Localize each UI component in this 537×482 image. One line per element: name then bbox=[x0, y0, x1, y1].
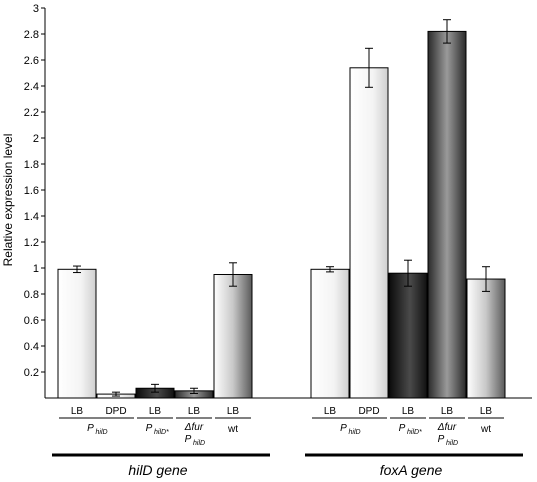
strain-label-subscript: hilD bbox=[349, 429, 361, 436]
strain-label: Δfur bbox=[437, 422, 457, 433]
bar bbox=[427, 30, 467, 399]
condition-label: LB bbox=[441, 406, 454, 417]
y-tick-label: 1.6 bbox=[24, 185, 39, 197]
y-tick-label: 3 bbox=[33, 3, 39, 15]
y-tick-label: 1 bbox=[33, 263, 39, 275]
gene-label: hilD gene bbox=[128, 462, 187, 478]
strain-label-line2: P bbox=[185, 434, 192, 445]
y-tick-label: 1.8 bbox=[24, 159, 39, 171]
y-tick-label: 2.8 bbox=[24, 29, 39, 41]
strain-label: wt bbox=[227, 424, 238, 435]
condition-label: LB bbox=[402, 406, 415, 417]
condition-label: LB bbox=[480, 406, 493, 417]
condition-label: LB bbox=[149, 406, 162, 417]
y-tick-label: 1.4 bbox=[24, 211, 39, 223]
condition-label: LB bbox=[227, 406, 240, 417]
y-tick-label: 2.6 bbox=[24, 55, 39, 67]
strain-label-line2: P bbox=[438, 434, 445, 445]
y-tick-label: 2.2 bbox=[24, 107, 39, 119]
condition-label: LB bbox=[71, 406, 84, 417]
bar bbox=[388, 272, 428, 399]
strain-label-subscript: hilD bbox=[193, 440, 205, 447]
gene-label: foxA gene bbox=[380, 462, 443, 478]
strain-label: P bbox=[399, 423, 406, 434]
y-tick-label: 2 bbox=[33, 133, 39, 145]
strain-label-subscript: hilD bbox=[446, 440, 458, 447]
bar bbox=[310, 268, 350, 399]
y-tick-label: 2.4 bbox=[24, 81, 39, 93]
strain-label-subscript: hilD* bbox=[154, 429, 169, 436]
condition-label: LB bbox=[188, 406, 201, 417]
bar bbox=[349, 67, 389, 399]
y-tick-label: 0.4 bbox=[24, 341, 39, 353]
y-tick-label: 1.2 bbox=[24, 237, 39, 249]
strain-label: P bbox=[146, 423, 153, 434]
strain-label: Δfur bbox=[184, 422, 204, 433]
strain-label-subscript: hilD bbox=[96, 429, 108, 436]
condition-label: LB bbox=[324, 406, 337, 417]
y-tick-label: 0.6 bbox=[24, 315, 39, 327]
strain-label: wt bbox=[480, 424, 491, 435]
y-tick-label: 0.2 bbox=[24, 367, 39, 379]
bars bbox=[57, 19, 506, 399]
bar bbox=[466, 278, 506, 399]
condition-label: DPD bbox=[105, 406, 126, 417]
condition-label: DPD bbox=[358, 406, 379, 417]
bar bbox=[213, 274, 253, 399]
y-tick-label: 0.8 bbox=[24, 289, 39, 301]
strain-label: P bbox=[340, 423, 347, 434]
y-axis-label: Relative expression level bbox=[1, 134, 15, 267]
strain-label: P bbox=[87, 423, 94, 434]
bar bbox=[57, 268, 97, 399]
strain-label-subscript: hilD* bbox=[407, 429, 422, 436]
